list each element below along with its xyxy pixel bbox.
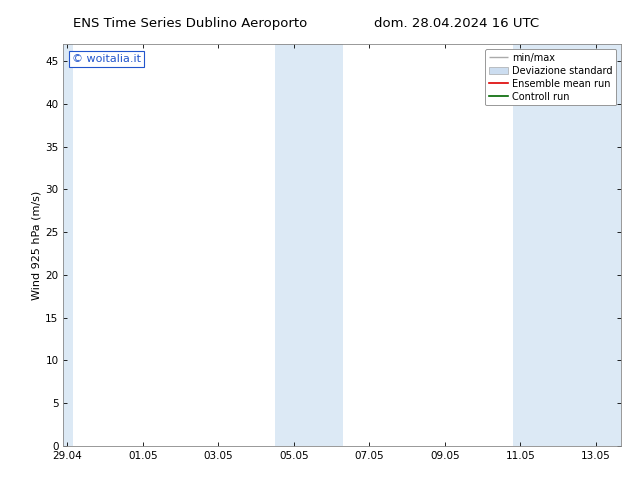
Text: ENS Time Series Dublino Aeroporto: ENS Time Series Dublino Aeroporto [73, 17, 307, 30]
Text: © woitalia.it: © woitalia.it [72, 54, 141, 64]
Text: dom. 28.04.2024 16 UTC: dom. 28.04.2024 16 UTC [374, 17, 539, 30]
Bar [63, 44, 73, 446]
Bar [275, 44, 343, 446]
Y-axis label: Wind 925 hPa (m/s): Wind 925 hPa (m/s) [31, 191, 41, 299]
Bar [513, 44, 621, 446]
Legend: min/max, Deviazione standard, Ensemble mean run, Controll run: min/max, Deviazione standard, Ensemble m… [485, 49, 616, 105]
